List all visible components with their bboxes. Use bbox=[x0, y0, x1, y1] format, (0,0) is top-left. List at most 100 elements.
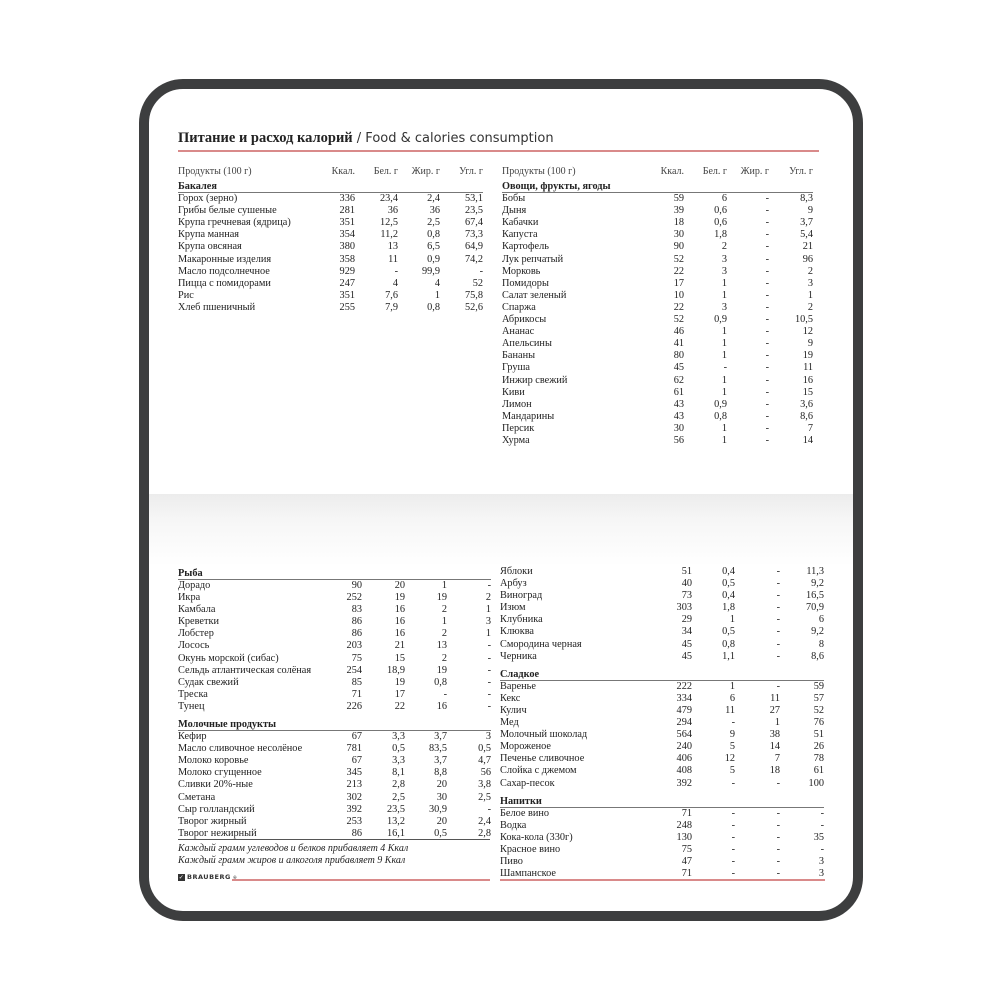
table-row: Камбала 83 16 2 1 bbox=[178, 604, 491, 616]
table-row: Слойка с джемом 408 5 18 61 bbox=[500, 765, 824, 777]
cell-kcal: 61 bbox=[673, 386, 684, 398]
cell-carbs: 16 bbox=[802, 374, 813, 386]
table-fruits-sweets-drinks: Яблоки 51 0,4-11,3 Арбуз 40 0,5-9,2 Виноград 73… bbox=[500, 566, 824, 880]
cell-carbs: 2,4 bbox=[478, 815, 491, 827]
cell-protein: 19 bbox=[394, 592, 405, 604]
cell-fat: - bbox=[765, 217, 769, 229]
cell-fat: - bbox=[776, 855, 780, 867]
cell-carbs: 3,8 bbox=[478, 779, 491, 791]
cell-fat: 30,9 bbox=[428, 803, 447, 815]
page-title: Питание и расход калорий / Food & calori… bbox=[178, 130, 554, 147]
column-header-kcal: Ккал. bbox=[660, 166, 684, 177]
table-header: Продукты (100 г) Ккал. Бел. г Жир. г Угл. г bbox=[178, 166, 483, 178]
table-row: Ананас 46 1 - 12 bbox=[502, 326, 813, 338]
cell-carbs: 11,3 bbox=[806, 566, 824, 577]
cell-fat: 7 bbox=[774, 753, 780, 765]
cell-product-name: Сахар-песок bbox=[500, 777, 555, 789]
column-header-fat: Жир. г bbox=[411, 166, 440, 177]
cell-carbs: - bbox=[479, 265, 483, 277]
cell-protein: 0,6 bbox=[714, 217, 727, 229]
cell-carbs: - bbox=[820, 807, 824, 819]
cell-kcal: 71 bbox=[351, 688, 362, 700]
cell-kcal: 43 bbox=[673, 398, 684, 410]
cell-protein: 0,8 bbox=[722, 638, 735, 650]
table-vegetables-fruits: Продукты (100 г) Ккал. Бел. г Жир. г Угл. г О… bbox=[502, 166, 813, 447]
cell-protein: 0,5 bbox=[722, 578, 735, 590]
cell-kcal: 336 bbox=[339, 193, 355, 205]
cell-product-name: Шампанское bbox=[500, 868, 556, 880]
table-row: Тунец 226 22 16 - bbox=[178, 701, 491, 713]
cell-kcal: 358 bbox=[339, 253, 355, 265]
table-row: Грибы белые сушеные 281 36 36 23,5 bbox=[178, 205, 483, 217]
table-row: Салат зеленый 10 1 - 1 bbox=[502, 290, 813, 302]
cell-product-name: Слойка с джемом bbox=[500, 765, 577, 777]
cell-kcal: 479 bbox=[676, 704, 692, 716]
cell-kcal: 302 bbox=[346, 791, 362, 803]
cell-carbs: 5,4 bbox=[800, 229, 813, 241]
cell-kcal: 203 bbox=[346, 640, 362, 652]
cell-fat: - bbox=[765, 374, 769, 386]
table-row: Масло сливочное несолёное 781 0,5 83,5 0,5 bbox=[178, 743, 491, 755]
cell-fat: 0,8 bbox=[427, 229, 440, 241]
cell-fat: 3,7 bbox=[434, 731, 447, 743]
cell-fat: - bbox=[776, 819, 780, 831]
cell-carbs: 23,5 bbox=[464, 205, 483, 217]
table-row: Смородина черная 45 0,8 - 8 bbox=[500, 639, 824, 651]
cell-carbs: 8 bbox=[818, 638, 824, 650]
table-row: Молоко коровье 67 3,3 3,7 4,7 bbox=[178, 755, 491, 767]
cell-fat: - bbox=[776, 831, 780, 843]
table-row: Дорадо 90 20 1 - bbox=[178, 580, 491, 592]
footer-line-left bbox=[232, 879, 490, 881]
cell-fat: - bbox=[776, 868, 780, 880]
cell-fat: 0,5 bbox=[434, 827, 447, 839]
cell-kcal: 75 bbox=[681, 843, 692, 855]
cell-kcal: 90 bbox=[673, 241, 684, 253]
cell-protein: - bbox=[731, 843, 735, 855]
table-row: Лосось 203 21 13 - bbox=[178, 640, 491, 652]
title-ru: Питание и расход калорий bbox=[178, 130, 353, 146]
cell-protein: 1 bbox=[721, 277, 727, 289]
cell-fat: - bbox=[776, 614, 780, 626]
cell-protein: 1 bbox=[721, 326, 727, 338]
cell-carbs: 35 bbox=[813, 831, 824, 843]
cell-fat: - bbox=[776, 578, 780, 590]
cell-carbs: 3 bbox=[807, 277, 813, 289]
cell-kcal: 59 bbox=[673, 193, 684, 205]
cell-fat: - bbox=[776, 650, 780, 662]
cell-product-name: Белое вино bbox=[500, 807, 550, 819]
table-row: Пиво 47 - - 3 bbox=[500, 856, 824, 868]
table-row: Хурма 56 1 - 14 bbox=[502, 435, 813, 447]
table-row: Картофель 90 2 - 21 bbox=[502, 241, 813, 253]
cell-protein: 3 bbox=[721, 265, 727, 277]
cell-carbs: 16,5 bbox=[805, 590, 824, 602]
cell-carbs: - bbox=[487, 580, 491, 591]
cell-carbs: 52 bbox=[813, 704, 824, 716]
cell-fat: 19 bbox=[436, 592, 447, 604]
cell-carbs: 1 bbox=[485, 604, 491, 616]
cell-protein: 22 bbox=[394, 700, 405, 712]
cell-fat: - bbox=[776, 602, 780, 614]
cell-carbs: 9,2 bbox=[811, 578, 824, 590]
cell-protein: - bbox=[731, 717, 735, 729]
cell-kcal: 75 bbox=[351, 652, 362, 664]
cell-product-name: Лук репчатый bbox=[502, 253, 564, 265]
cell-carbs: 1 bbox=[485, 628, 491, 640]
cell-kcal: 255 bbox=[339, 301, 355, 313]
cell-carbs: 61 bbox=[813, 765, 824, 777]
table-row: Сыр голландский 392 23,5 30,9 - bbox=[178, 804, 491, 816]
cell-fat: - bbox=[776, 626, 780, 638]
cell-protein: 0,4 bbox=[722, 566, 735, 577]
cell-protein: 12 bbox=[724, 753, 735, 765]
cell-protein: 11 bbox=[725, 704, 735, 716]
table-row: Бобы 59 6 - 8,3 bbox=[502, 193, 813, 205]
cell-protein: 36 bbox=[387, 205, 398, 217]
cell-protein: 5 bbox=[729, 765, 735, 777]
cell-product-name: Творог жирный bbox=[178, 815, 247, 827]
cell-protein: 1 bbox=[721, 422, 727, 434]
brand-check-icon: ✓ bbox=[178, 873, 185, 881]
table-row: Макаронные изделия 358 11 0,9 74,2 bbox=[178, 254, 483, 266]
cell-carbs: 64,9 bbox=[464, 241, 483, 253]
table-row: Варенье 222 1 - 59 bbox=[500, 681, 824, 693]
cell-kcal: 254 bbox=[346, 664, 362, 676]
cell-product-name: Лимон bbox=[502, 398, 532, 410]
